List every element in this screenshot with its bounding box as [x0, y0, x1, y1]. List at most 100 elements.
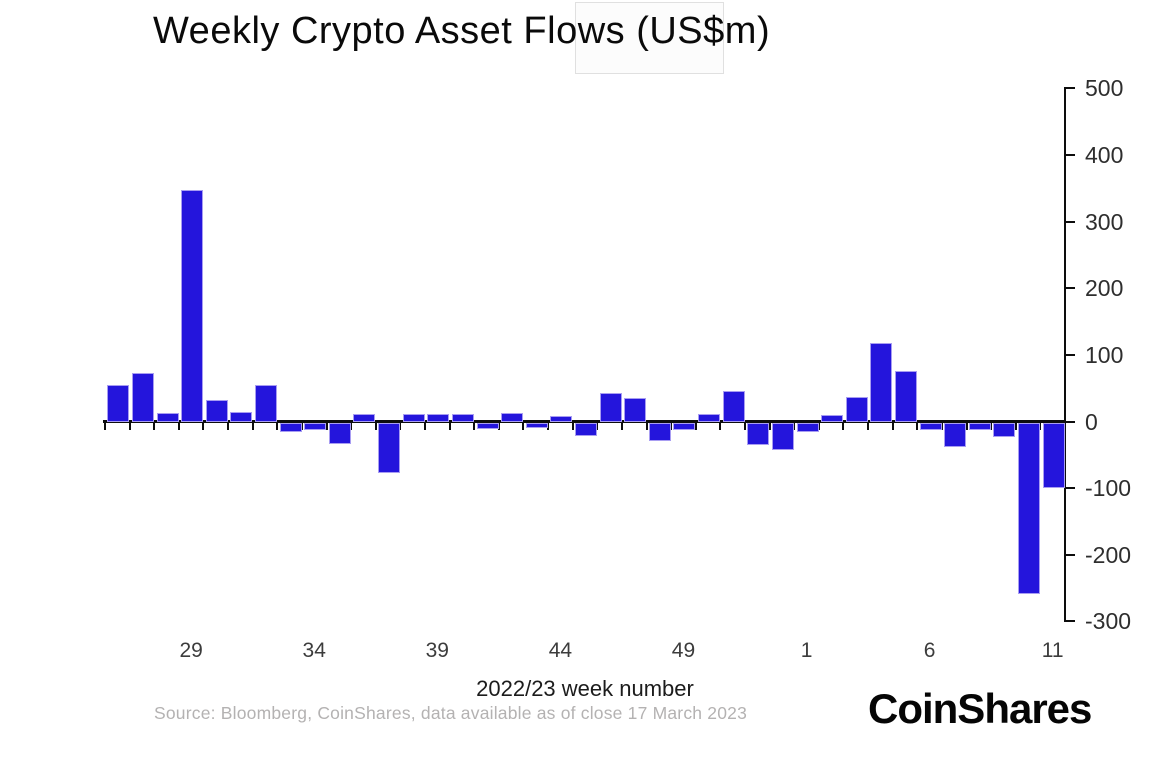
y-tick-label: -300: [1085, 608, 1132, 635]
y-tick: [1064, 87, 1075, 90]
x-tick: [300, 422, 303, 430]
bar: [304, 422, 327, 430]
bar: [648, 422, 671, 442]
bar: [944, 422, 967, 448]
x-tick: [620, 422, 623, 430]
bar: [722, 391, 745, 422]
x-tick-label: 6: [923, 639, 936, 662]
x-tick: [670, 422, 673, 430]
bar: [501, 412, 524, 422]
x-tick-label: 39: [425, 639, 449, 662]
x-tick-label: 11: [1041, 639, 1064, 662]
bar: [993, 422, 1016, 438]
x-tick: [153, 422, 156, 430]
x-tick: [202, 422, 205, 430]
y-tick: [1064, 353, 1075, 356]
x-tick: [596, 422, 599, 430]
bar: [771, 422, 794, 450]
x-tick: [227, 422, 230, 430]
y-tick-label: -200: [1085, 541, 1132, 568]
x-tick: [744, 422, 746, 430]
x-tick: [1064, 422, 1066, 430]
bar: [107, 384, 130, 422]
bar: [328, 422, 351, 444]
bar: [550, 416, 573, 422]
y-tick-label: 300: [1085, 208, 1124, 235]
x-tick-label: 44: [548, 639, 573, 662]
x-tick: [374, 422, 377, 430]
x-tick: [1039, 422, 1042, 430]
bar: [919, 422, 942, 431]
bar: [378, 422, 401, 474]
bar: [895, 371, 917, 422]
bar: [427, 414, 450, 422]
x-tick: [350, 422, 353, 430]
y-tick: [1064, 220, 1075, 223]
x-tick: [251, 422, 254, 430]
y-tick: [1064, 620, 1075, 623]
x-tick: [522, 422, 525, 430]
bar: [968, 422, 991, 430]
x-tick: [842, 422, 845, 430]
x-tick: [891, 422, 894, 430]
bar: [821, 415, 844, 422]
bar: [131, 373, 154, 422]
bar: [230, 412, 253, 422]
bar: [845, 397, 868, 422]
x-tick: [177, 422, 180, 430]
chart-title: Weekly Crypto Asset Flows (US$m): [153, 10, 771, 52]
x-tick: [104, 422, 106, 430]
x-axis-line: [103, 420, 1066, 423]
bar: [870, 343, 893, 422]
x-tick: [817, 422, 820, 430]
bar: [279, 422, 302, 432]
bar: [1042, 422, 1065, 488]
x-tick: [497, 422, 500, 430]
x-tick: [473, 422, 476, 430]
coinshares-logo: CoinShares: [868, 685, 1092, 732]
y-tick: [1064, 487, 1075, 490]
y-tick: [1064, 153, 1075, 156]
y-tick-label: 400: [1085, 141, 1124, 168]
bar: [181, 190, 204, 422]
x-tick-label: 49: [671, 639, 696, 662]
x-tick: [645, 422, 648, 430]
x-tick: [1014, 422, 1017, 430]
x-tick: [325, 422, 328, 430]
y-tick: [1064, 287, 1075, 290]
bar: [747, 422, 770, 446]
bar: [205, 400, 228, 422]
y-tick-label: 100: [1085, 341, 1124, 368]
x-tick: [571, 422, 574, 430]
bar: [476, 422, 499, 430]
x-tick: [399, 422, 402, 430]
x-tick: [694, 422, 697, 430]
bar: [451, 414, 474, 422]
y-tick: [1064, 420, 1075, 423]
y-tick-label: 200: [1085, 275, 1124, 302]
bar: [156, 413, 179, 422]
x-axis-title: 2022/23 week number: [476, 676, 694, 701]
bar: [575, 422, 597, 437]
x-tick: [916, 422, 919, 430]
x-tick: [448, 422, 451, 430]
x-tick: [547, 422, 550, 430]
bar: [698, 414, 721, 422]
y-tick-label: 500: [1085, 75, 1124, 102]
x-tick: [940, 422, 943, 430]
x-tick: [990, 422, 993, 430]
bar: [1018, 422, 1041, 595]
source-note: Source: Bloomberg, CoinShares, data avai…: [154, 703, 748, 723]
bar: [796, 422, 819, 432]
title-highlight-box: [575, 2, 724, 74]
bar: [624, 398, 647, 422]
y-tick: [1064, 553, 1075, 556]
x-tick-label: 34: [302, 639, 326, 662]
x-tick-label: 1: [800, 639, 813, 662]
x-tick: [424, 422, 426, 430]
y-tick-label: 0: [1085, 408, 1098, 435]
y-tick-label: -100: [1085, 475, 1132, 502]
bar: [353, 414, 376, 422]
